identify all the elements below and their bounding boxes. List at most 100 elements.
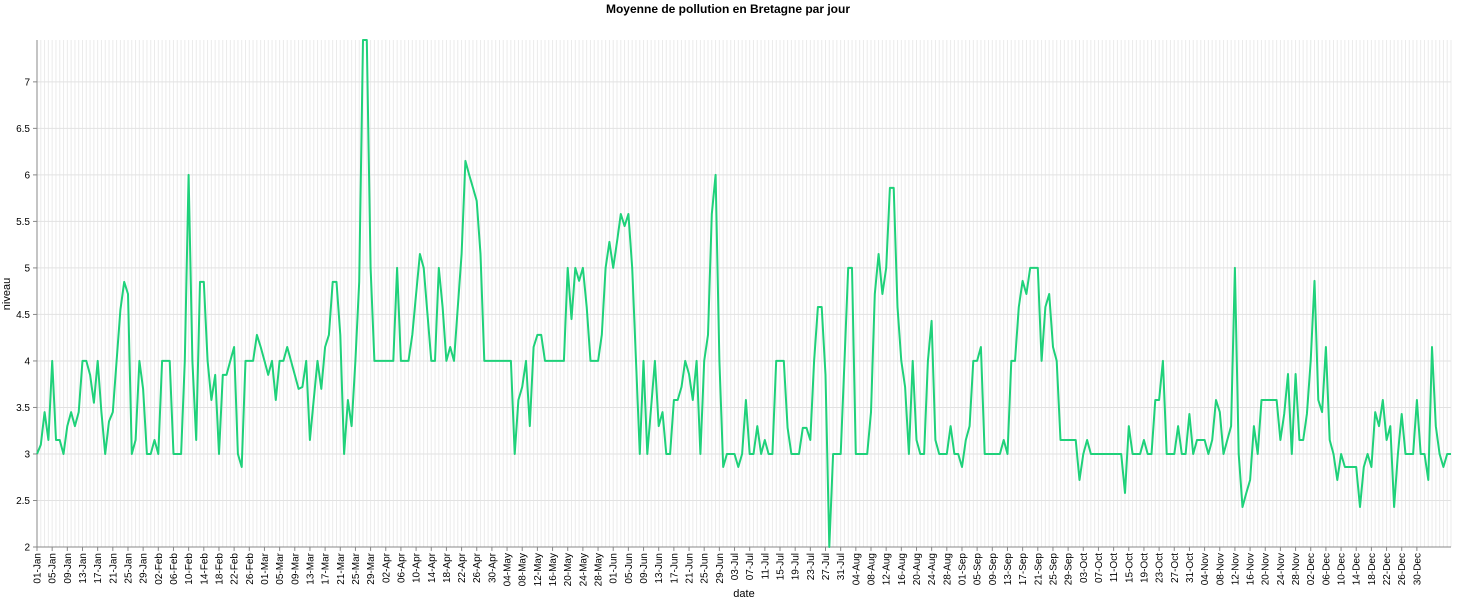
y-tick-label: 7 — [24, 77, 30, 88]
x-tick-label: 22-Dec — [1382, 553, 1393, 585]
x-tick-label: 06-Feb — [169, 553, 180, 585]
x-tick-label: 23-Jul — [806, 553, 817, 580]
x-tick-label: 29-Jan — [139, 553, 150, 584]
x-tick-label: 27-Oct — [1170, 553, 1181, 583]
x-tick-label: 18-Dec — [1367, 553, 1378, 585]
y-tick-label: 2.5 — [16, 496, 30, 507]
x-tick-label: 28-Nov — [1291, 553, 1302, 585]
x-tick-label: 08-Aug — [866, 553, 877, 585]
x-tick-label: 21-Jan — [108, 553, 119, 584]
x-tick-label: 15-Jul — [776, 553, 787, 580]
x-tick-label: 12-Aug — [882, 553, 893, 585]
y-tick-label: 3 — [24, 449, 30, 460]
x-tick-label: 04-May — [503, 553, 514, 586]
x-tick-label: 23-Oct — [1155, 553, 1166, 583]
x-tick-label: 06-Apr — [396, 552, 407, 583]
chart-title: Moyenne de pollution en Bretagne par jou… — [606, 2, 850, 16]
x-tick-label: 02-Feb — [154, 553, 165, 585]
x-tick-label: 01-Jun — [609, 553, 620, 584]
y-tick-label: 6 — [24, 170, 30, 181]
x-tick-label: 14-Dec — [1352, 553, 1363, 585]
x-tick-label: 20-Nov — [1261, 553, 1272, 585]
x-tick-label: 30-Apr — [487, 552, 498, 583]
x-tick-label: 05-Sep — [973, 553, 984, 586]
x-tick-label: 09-Jun — [639, 553, 650, 584]
y-tick-label: 4.5 — [16, 310, 30, 321]
y-tick-label: 3.5 — [16, 403, 30, 414]
x-tick-label: 24-Nov — [1276, 553, 1287, 585]
x-tick-label: 26-Feb — [245, 553, 256, 585]
x-tick-label: 02-Dec — [1306, 553, 1317, 585]
x-tick-label: 07-Jul — [745, 553, 756, 580]
x-tick-label: 14-Apr — [427, 552, 438, 583]
x-tick-label: 29-Mar — [366, 552, 377, 584]
x-tick-label: 26-Apr — [472, 552, 483, 583]
x-tick-label: 16-May — [548, 553, 559, 586]
x-tick-label: 28-May — [594, 553, 605, 586]
x-axis-ticks: 01-Jan 05-Jan 09-Jan 13-Jan 17-Jan 21-Jan 25-J… — [33, 547, 1423, 586]
x-tick-label: 05-Jan — [48, 553, 59, 584]
x-tick-label: 21-Mar — [336, 552, 347, 584]
x-tick-label: 14-Feb — [199, 553, 210, 585]
x-tick-label: 15-Oct — [1124, 553, 1135, 583]
x-tick-label: 16-Nov — [1246, 553, 1257, 585]
x-tick-label: 13-Sep — [1003, 553, 1014, 586]
y-axis-ticks: 2 2.5 3 3.5 4 4.5 5 5.5 6 6.5 7 — [16, 77, 37, 554]
x-tick-label: 29-Jun — [715, 553, 726, 584]
x-tick-label: 01-Sep — [957, 553, 968, 586]
x-axis-label: date — [733, 588, 754, 600]
x-tick-label: 04-Aug — [851, 553, 862, 585]
x-tick-label: 17-Sep — [1018, 553, 1029, 586]
x-tick-label: 18-Apr — [442, 552, 453, 583]
y-tick-label: 6.5 — [16, 124, 30, 135]
x-tick-label: 12-May — [533, 553, 544, 586]
x-tick-label: 08-Nov — [1215, 553, 1226, 585]
x-tick-label: 01-Mar — [260, 552, 271, 584]
x-tick-label: 11-Jul — [760, 553, 771, 580]
x-tick-label: 31-Jul — [836, 553, 847, 580]
x-tick-label: 09-Jan — [63, 553, 74, 584]
x-tick-label: 12-Nov — [1230, 553, 1241, 585]
x-tick-label: 25-Jan — [123, 553, 134, 584]
x-tick-label: 05-Jun — [624, 553, 635, 584]
x-tick-label: 07-Oct — [1094, 553, 1105, 583]
x-tick-label: 10-Feb — [184, 553, 195, 585]
x-tick-label: 19-Jul — [791, 553, 802, 580]
x-tick-label: 22-Feb — [230, 553, 241, 585]
x-tick-label: 03-Oct — [1079, 553, 1090, 583]
x-tick-label: 13-Jan — [78, 553, 89, 584]
x-tick-label: 24-May — [578, 553, 589, 586]
x-tick-label: 22-Apr — [457, 552, 468, 583]
x-tick-label: 04-Nov — [1200, 553, 1211, 585]
y-tick-label: 5 — [24, 263, 30, 274]
x-tick-label: 09-Sep — [988, 553, 999, 586]
x-tick-label: 21-Jun — [685, 553, 696, 584]
y-tick-label: 2 — [24, 543, 30, 554]
x-tick-label: 24-Aug — [927, 553, 938, 585]
x-tick-label: 21-Sep — [1033, 553, 1044, 586]
x-tick-label: 29-Sep — [1064, 553, 1075, 586]
axes — [36, 40, 1451, 548]
x-tick-label: 25-Jun — [700, 553, 711, 584]
x-tick-label: 02-Apr — [381, 552, 392, 583]
x-tick-label: 13-Jun — [654, 553, 665, 584]
series-line — [36, 39, 1451, 548]
x-tick-label: 19-Oct — [1139, 553, 1150, 583]
x-tick-label: 31-Oct — [1185, 553, 1196, 583]
x-tick-label: 09-Mar — [290, 552, 301, 584]
x-tick-label: 25-Sep — [1048, 553, 1059, 586]
x-tick-label: 01-Jan — [33, 553, 44, 584]
x-tick-label: 30-Dec — [1412, 553, 1423, 585]
y-tick-label: 4 — [24, 356, 30, 367]
x-tick-label: 27-Jul — [821, 553, 832, 580]
x-tick-label: 17-Mar — [321, 552, 332, 584]
grid — [36, 40, 1452, 548]
x-tick-label: 11-Oct — [1109, 553, 1120, 582]
x-tick-label: 08-May — [518, 553, 529, 586]
x-tick-label: 10-Dec — [1337, 553, 1348, 585]
x-tick-label: 13-Mar — [305, 552, 316, 584]
x-tick-label: 20-May — [563, 553, 574, 586]
y-axis-label: niveau — [1, 278, 13, 310]
x-tick-label: 26-Dec — [1397, 553, 1408, 585]
